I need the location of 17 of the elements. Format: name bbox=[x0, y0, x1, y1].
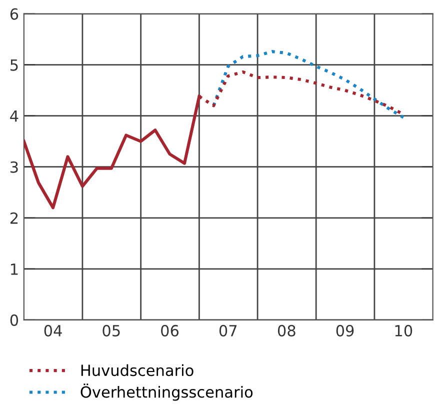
y-tick-label: 0 bbox=[10, 314, 18, 326]
y-tick-label: 1 bbox=[11, 264, 18, 275]
x-tick-label: 04 bbox=[44, 324, 62, 336]
x-tick-label: 05 bbox=[102, 324, 120, 336]
y-tick-label: 2 bbox=[10, 212, 18, 224]
y-tick-label: 3 bbox=[10, 161, 18, 173]
x-tick-label: 06 bbox=[161, 324, 179, 336]
x-tick-label: 10 bbox=[395, 324, 412, 336]
line-series bbox=[212, 50, 405, 119]
legend-label: Överhettningsscenario bbox=[80, 384, 253, 401]
y-tick-label: 6 bbox=[10, 8, 18, 20]
x-tick-label: 08 bbox=[278, 324, 296, 336]
legend-label: Huvudscenario bbox=[81, 364, 194, 376]
x-tick-label: 09 bbox=[336, 324, 354, 336]
x-tick-label: 07 bbox=[219, 324, 237, 336]
y-tick-label: 5 bbox=[10, 59, 18, 71]
y-tick-label: 4 bbox=[10, 110, 18, 122]
